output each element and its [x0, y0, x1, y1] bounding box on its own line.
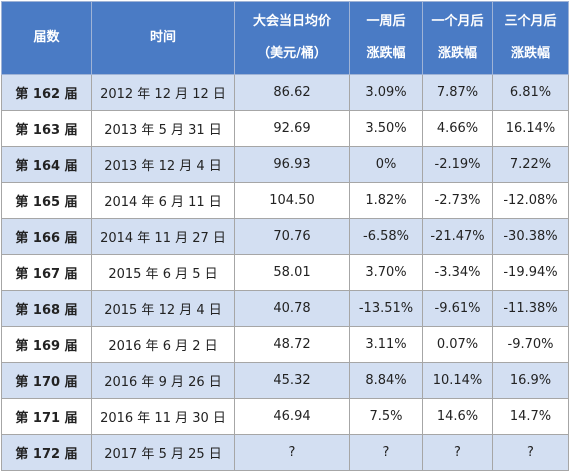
- header-text: 大会当日均价: [252, 14, 331, 29]
- header-cell: 一周后 涨跌幅: [349, 1, 423, 75]
- data-cell: 6.81%: [492, 74, 569, 111]
- table-row: 第 172 届 2017 年 5 月 25 日????: [1, 434, 569, 471]
- data-cell: 8.84%: [349, 362, 423, 399]
- data-cell: 40.78: [234, 290, 350, 327]
- data-cell: 86.62: [234, 74, 350, 111]
- data-cell: 70.76: [234, 218, 350, 255]
- data-cell: 2014 年 6 月 11 日: [91, 182, 235, 219]
- data-cell: 2015 年 6 月 5 日: [91, 254, 235, 291]
- data-cell: -2.19%: [422, 146, 493, 183]
- session-cell: 第 162 届: [1, 74, 92, 111]
- header-text: 涨跌幅: [510, 46, 550, 61]
- table-row: 第 170 届 2016 年 9 月 26 日 45.32 8.84% 10.14% 16…: [1, 362, 569, 399]
- table-row: 第 167 届 2015 年 6 月 5 日 58.01 3.70% -3.34% -19…: [1, 254, 569, 291]
- data-cell: 46.94: [234, 398, 350, 435]
- header-row: 届数 时间 大会当日均价 （美元/桶） 一周后 涨跌幅 一个月后 涨跌幅 三个月后 涨跌幅: [1, 1, 569, 75]
- data-cell: -30.38%: [492, 218, 569, 255]
- data-cell: 2013 年 12 月 4 日: [91, 146, 235, 183]
- data-cell: -13.51%: [349, 290, 423, 327]
- data-cell: ?: [234, 434, 350, 471]
- header-text: 涨跌幅: [366, 46, 406, 61]
- data-cell: ?: [422, 434, 493, 471]
- data-cell: 0%: [349, 146, 423, 183]
- session-cell: 第 163 届: [1, 110, 92, 147]
- table-row: 第 163 届 2013 年 5 月 31 日 92.69 3.50% 4.66% 16.…: [1, 110, 569, 147]
- session-cell: 第 167 届: [1, 254, 92, 291]
- header-cell: 三个月后 涨跌幅: [492, 1, 569, 75]
- table-row: 第 169 届 2016 年 6 月 2 日 48.72 3.11% 0.07% -9.7…: [1, 326, 569, 363]
- session-cell: 第 165 届: [1, 182, 92, 219]
- data-cell: 2016 年 11 月 30 日: [91, 398, 235, 435]
- data-cell: 2012 年 12 月 12 日: [91, 74, 235, 111]
- table-row: 第 162 届 2012 年 12 月 12 日 86.62 3.09% 7.87% 6.…: [1, 74, 569, 111]
- session-cell: 第 170 届: [1, 362, 92, 399]
- data-cell: -9.70%: [492, 326, 569, 363]
- header-cell: 大会当日均价 （美元/桶）: [234, 1, 350, 75]
- data-cell: 7.87%: [422, 74, 493, 111]
- header-text: 一周后: [366, 14, 406, 29]
- header-cell: 一个月后 涨跌幅: [422, 1, 493, 75]
- data-cell: 45.32: [234, 362, 350, 399]
- data-cell: -2.73%: [422, 182, 493, 219]
- data-cell: 3.11%: [349, 326, 423, 363]
- data-cell: 2017 年 5 月 25 日: [91, 434, 235, 471]
- session-cell: 第 168 届: [1, 290, 92, 327]
- header-text: 涨跌幅: [437, 46, 477, 61]
- session-cell: 第 172 届: [1, 434, 92, 471]
- table-row: 第 165 届 2014 年 6 月 11 日 104.50 1.82% -2.73% -…: [1, 182, 569, 219]
- data-cell: 92.69: [234, 110, 350, 147]
- data-cell: 2013 年 5 月 31 日: [91, 110, 235, 147]
- data-cell: -6.58%: [349, 218, 423, 255]
- data-cell: ?: [349, 434, 423, 471]
- data-cell: 10.14%: [422, 362, 493, 399]
- table-row: 第 164 届 2013 年 12 月 4 日 96.93 0% -2.19% 7.22%: [1, 146, 569, 183]
- data-cell: -12.08%: [492, 182, 569, 219]
- data-cell: -9.61%: [422, 290, 493, 327]
- data-cell: -11.38%: [492, 290, 569, 327]
- data-cell: 3.50%: [349, 110, 423, 147]
- data-cell: -3.34%: [422, 254, 493, 291]
- data-cell: 16.14%: [492, 110, 569, 147]
- header-text: （美元/桶）: [257, 46, 327, 61]
- session-cell: 第 169 届: [1, 326, 92, 363]
- data-cell: 14.6%: [422, 398, 493, 435]
- data-cell: 104.50: [234, 182, 350, 219]
- header-text: 一个月后: [431, 14, 484, 29]
- table-row: 第 171 届 2016 年 11 月 30 日 46.94 7.5% 14.6% 14.…: [1, 398, 569, 435]
- data-cell: -21.47%: [422, 218, 493, 255]
- data-cell: ?: [492, 434, 569, 471]
- data-cell: 58.01: [234, 254, 350, 291]
- data-cell: 7.22%: [492, 146, 569, 183]
- data-cell: 1.82%: [349, 182, 423, 219]
- data-cell: 48.72: [234, 326, 350, 363]
- data-cell: 2016 年 9 月 26 日: [91, 362, 235, 399]
- table-body: 第 162 届 2012 年 12 月 12 日 86.62 3.09% 7.87% 6.…: [1, 74, 569, 471]
- data-cell: 3.70%: [349, 254, 423, 291]
- data-cell: 3.09%: [349, 74, 423, 111]
- data-cell: 2015 年 12 月 4 日: [91, 290, 235, 327]
- data-cell: -19.94%: [492, 254, 569, 291]
- table-row: 第 168 届 2015 年 12 月 4 日 40.78 -13.51% -9.61%…: [1, 290, 569, 327]
- session-cell: 第 164 届: [1, 146, 92, 183]
- data-cell: 14.7%: [492, 398, 569, 435]
- data-cell: 16.9%: [492, 362, 569, 399]
- header-cell: 时间: [91, 1, 235, 75]
- data-cell: 4.66%: [422, 110, 493, 147]
- table-head: 届数 时间 大会当日均价 （美元/桶） 一周后 涨跌幅 一个月后 涨跌幅 三个月后 涨跌幅: [1, 1, 569, 75]
- data-cell: 0.07%: [422, 326, 493, 363]
- session-cell: 第 171 届: [1, 398, 92, 435]
- session-cell: 第 166 届: [1, 218, 92, 255]
- header-text: 三个月后: [504, 14, 557, 29]
- header-text: 届数: [33, 30, 60, 45]
- table-row: 第 166 届 2014 年 11 月 27 日 70.76 -6.58% -21.47…: [1, 218, 569, 255]
- header-text: 时间: [149, 30, 176, 45]
- data-cell: 96.93: [234, 146, 350, 183]
- data-cell: 2014 年 11 月 27 日: [91, 218, 235, 255]
- data-cell: 2016 年 6 月 2 日: [91, 326, 235, 363]
- data-cell: 7.5%: [349, 398, 423, 435]
- header-cell: 届数: [1, 1, 92, 75]
